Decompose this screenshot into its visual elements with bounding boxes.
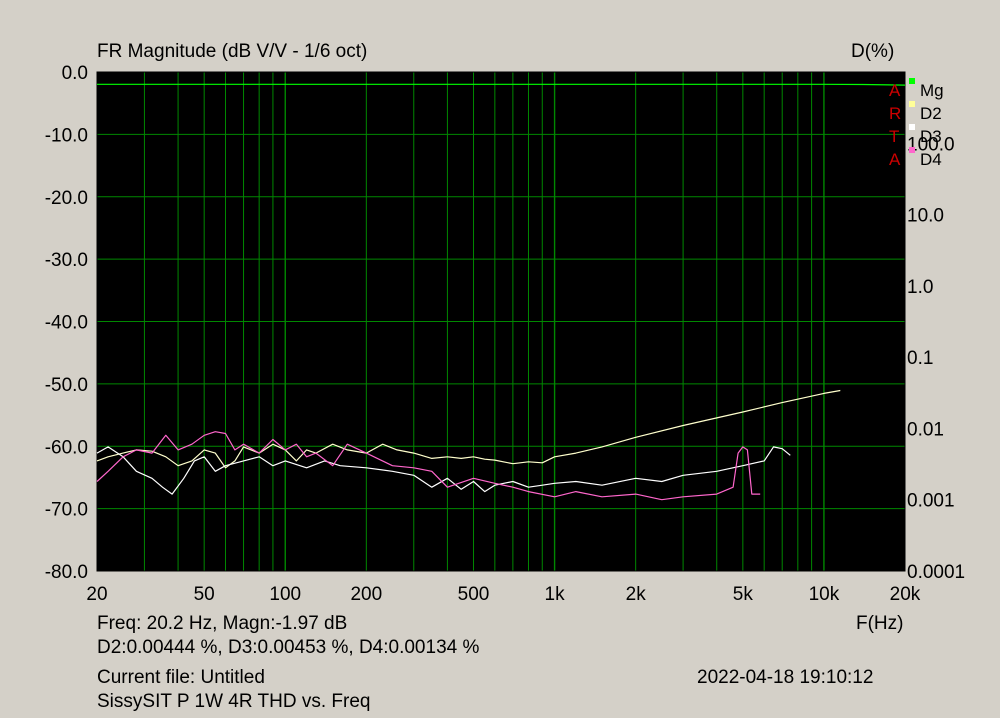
legend-swatch-mg [909, 78, 915, 84]
right-axis-title: D(%) [851, 41, 895, 62]
right-tick-label: 100.0 [907, 134, 955, 155]
axis-labels: 20 50 100 200 500 1k 2k 5k 10k 20k 0.0 -10.0 -20.0 -3… [45, 63, 965, 600]
fr-thd-chart: 20 50 100 200 500 1k 2k 5k 10k 20k 0.0 -10.0 -20.0 -3… [45, 63, 965, 600]
left-tick-label: -10.0 [45, 125, 88, 146]
x-tick-label: 200 [350, 584, 382, 600]
right-tick-label: 1.0 [907, 277, 933, 298]
plot-border [96, 71, 906, 572]
right-tick-label: 0.001 [907, 491, 955, 512]
left-tick-label: -20.0 [45, 188, 88, 209]
cursor-readout-distortion: D2:0.00444 %, D3:0.00453 %, D4:0.00134 % [97, 637, 480, 658]
left-tick-label: 0.0 [62, 63, 88, 84]
left-tick-label: -40.0 [45, 313, 88, 334]
x-tick-label: 1k [545, 584, 566, 600]
left-tick-label: -60.0 [45, 437, 88, 458]
x-tick-label: 10k [809, 584, 840, 600]
watermark-letter: T [889, 127, 899, 146]
legend-label-d3: D3 [920, 127, 942, 146]
left-tick-label: -80.0 [45, 562, 88, 583]
legend-swatch-d4 [909, 147, 915, 153]
right-tick-label: 10.0 [907, 206, 944, 227]
cursor-readout-freq: Freq: 20.2 Hz, Magn:-1.97 dB [97, 613, 348, 634]
left-tick-label: -70.0 [45, 500, 88, 521]
watermark-letter: R [889, 104, 901, 123]
series-line-mg [97, 83, 906, 86]
x-tick-label: 20 [86, 584, 107, 600]
legend-label-d2: D2 [920, 104, 942, 123]
current-file: Current file: Untitled [97, 667, 265, 688]
legend-label-d4: D4 [920, 150, 942, 169]
legend-label-mg: Mg [920, 81, 944, 100]
x-tick-label: 500 [458, 584, 490, 600]
series [96, 83, 906, 501]
x-tick-label: 100 [269, 584, 301, 600]
grid [96, 71, 906, 572]
x-tick-label: 50 [194, 584, 215, 600]
legend: A Mg R D2 T D3 A D4 [889, 78, 944, 169]
right-tick-label: 0.1 [907, 348, 933, 369]
timestamp: 2022-04-18 19:10:12 [697, 667, 874, 688]
x-axis-label: F(Hz) [856, 613, 904, 634]
legend-swatch-d2 [909, 101, 915, 107]
left-tick-label: -50.0 [45, 375, 88, 396]
watermark-letter: A [889, 150, 901, 169]
x-tick-label: 20k [890, 584, 921, 600]
left-tick-label: -30.0 [45, 250, 88, 271]
series-line-d3 [96, 446, 791, 495]
right-tick-label: 0.0001 [907, 562, 965, 583]
series-line-d4 [96, 431, 761, 501]
legend-swatch-d3 [909, 124, 915, 130]
x-tick-label: 5k [733, 584, 754, 600]
x-tick-label: 2k [626, 584, 647, 600]
watermark-letter: A [889, 81, 901, 100]
measurement-description: SissySIT P 1W 4R THD vs. Freq [97, 691, 371, 712]
chart-title: FR Magnitude (dB V/V - 1/6 oct) [97, 41, 368, 62]
right-tick-label: 0.01 [907, 419, 944, 440]
